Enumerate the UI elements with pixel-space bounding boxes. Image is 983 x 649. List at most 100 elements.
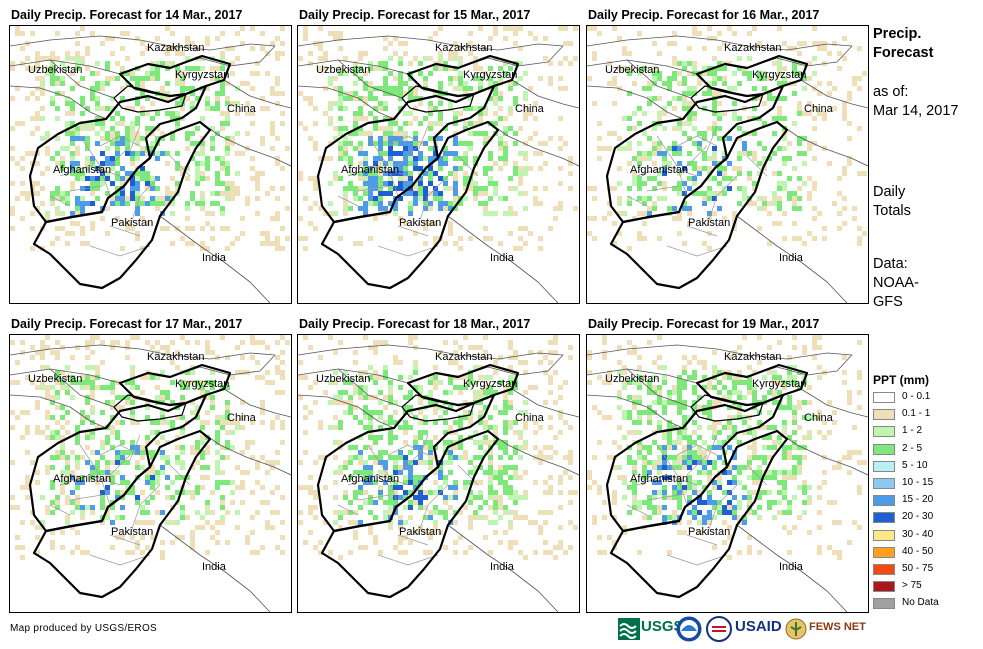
country-label-uzbekistan: Uzbekistan bbox=[28, 373, 83, 385]
legend-label: 0 - 0.1 bbox=[902, 391, 931, 402]
legend-swatch bbox=[873, 512, 895, 524]
country-label-uzbekistan: Uzbekistan bbox=[316, 64, 371, 76]
country-label-kyrgyzstan: Kyrgyzstan bbox=[752, 378, 807, 390]
country-label-afghanistan: Afghanistan bbox=[630, 473, 689, 485]
country-label-pakistan: Pakistan bbox=[688, 526, 731, 538]
precip-map-graphic bbox=[587, 335, 868, 612]
country-label-kazakhstan: Kazakhstan bbox=[147, 42, 205, 54]
precip-map-graphic bbox=[10, 335, 291, 612]
legend-swatch bbox=[873, 529, 895, 541]
forecast-panel: Daily Precip. Forecast for 19 Mar., 2017… bbox=[586, 317, 871, 617]
legend-swatch bbox=[873, 392, 895, 403]
precip-map: Kazakhstan Uzbekistan Kyrgyzstan China Afgha… bbox=[586, 25, 869, 304]
country-label-india: India bbox=[490, 561, 514, 573]
legend-label: 10 - 15 bbox=[902, 477, 934, 488]
panel-title: Daily Precip. Forecast for 14 Mar., 2017 bbox=[11, 8, 243, 22]
country-label-kazakhstan: Kazakhstan bbox=[435, 351, 493, 363]
legend-title: PPT (mm) bbox=[873, 373, 930, 387]
country-label-pakistan: Pakistan bbox=[688, 217, 731, 229]
legend-swatch bbox=[873, 443, 895, 455]
side-data-line3: GFS bbox=[873, 294, 903, 310]
country-label-afghanistan: Afghanistan bbox=[53, 473, 112, 485]
panel-title: Daily Precip. Forecast for 19 Mar., 2017 bbox=[588, 317, 820, 331]
country-label-afghanistan: Afghanistan bbox=[341, 473, 400, 485]
usaid-seal-icon bbox=[706, 616, 732, 642]
country-label-china: China bbox=[804, 103, 833, 115]
forecast-panel: Daily Precip. Forecast for 15 Mar., 2017… bbox=[297, 8, 582, 308]
legend-label: 50 - 75 bbox=[902, 563, 934, 574]
country-label-uzbekistan: Uzbekistan bbox=[316, 373, 371, 385]
precip-map: Kazakhstan Uzbekistan Kyrgyzstan China Afgha… bbox=[9, 25, 292, 304]
side-data-line1: Data: bbox=[873, 256, 908, 272]
usgs-logo: USGS bbox=[618, 616, 684, 642]
legend-label: > 75 bbox=[902, 580, 922, 592]
side-title-line1: Precip. bbox=[873, 26, 922, 42]
country-label-india: India bbox=[202, 252, 226, 264]
legend-swatch bbox=[873, 598, 895, 610]
country-label-kyrgyzstan: Kyrgyzstan bbox=[175, 378, 230, 390]
noaa-logo-icon bbox=[676, 616, 702, 642]
legend-swatch bbox=[873, 426, 895, 438]
legend-label: 2 - 5 bbox=[902, 442, 923, 454]
legend-label: 40 - 50 bbox=[902, 545, 934, 557]
legend-label: 20 - 30 bbox=[902, 511, 934, 523]
panel-title: Daily Precip. Forecast for 16 Mar., 2017 bbox=[588, 8, 820, 22]
country-label-pakistan: Pakistan bbox=[111, 526, 154, 538]
country-label-china: China bbox=[804, 412, 833, 424]
side-daily-line1: Daily bbox=[873, 184, 906, 200]
forecast-panel: Daily Precip. Forecast for 16 Mar., 2017… bbox=[586, 8, 871, 308]
country-label-uzbekistan: Uzbekistan bbox=[28, 64, 83, 76]
legend-swatch bbox=[873, 581, 895, 593]
country-label-kazakhstan: Kazakhstan bbox=[724, 351, 782, 363]
country-label-pakistan: Pakistan bbox=[111, 217, 154, 229]
legend-swatch bbox=[873, 478, 895, 489]
precip-map: Kazakhstan Uzbekistan Kyrgyzstan China Afgha… bbox=[297, 25, 580, 304]
credit-text: Map produced by USGS/EROS bbox=[10, 623, 158, 634]
precip-map: Kazakhstan Uzbekistan Kyrgyzstan China Afgha… bbox=[297, 334, 580, 613]
country-label-kyrgyzstan: Kyrgyzstan bbox=[175, 69, 230, 81]
forecast-panel: Daily Precip. Forecast for 18 Mar., 2017… bbox=[297, 317, 582, 617]
country-label-china: China bbox=[227, 412, 256, 424]
country-label-india: India bbox=[779, 252, 803, 264]
precip-map-graphic bbox=[298, 335, 579, 612]
country-label-china: China bbox=[515, 412, 544, 424]
legend-label: 30 - 40 bbox=[902, 528, 934, 540]
fewsnet-logo: FEWS NET bbox=[785, 616, 866, 642]
forecast-panel: Daily Precip. Forecast for 17 Mar., 2017… bbox=[9, 317, 294, 617]
country-label-pakistan: Pakistan bbox=[399, 217, 442, 229]
country-label-india: India bbox=[779, 561, 803, 573]
precip-map: Kazakhstan Uzbekistan Kyrgyzstan China Afgha… bbox=[9, 334, 292, 613]
country-label-india: India bbox=[490, 252, 514, 264]
side-asof-line2: Mar 14, 2017 bbox=[873, 103, 959, 119]
legend-label: 15 - 20 bbox=[902, 494, 934, 506]
legend-swatch bbox=[873, 564, 895, 575]
forecast-panel: Daily Precip. Forecast for 14 Mar., 2017… bbox=[9, 8, 294, 308]
country-label-afghanistan: Afghanistan bbox=[630, 164, 689, 176]
usaid-logo: USAID bbox=[735, 618, 782, 635]
legend-label: 5 - 10 bbox=[902, 459, 928, 471]
side-daily-line2: Totals bbox=[873, 203, 911, 219]
legend-label: No Data bbox=[902, 597, 939, 609]
country-label-china: China bbox=[227, 103, 256, 115]
country-label-afghanistan: Afghanistan bbox=[341, 164, 400, 176]
legend-swatch bbox=[873, 460, 895, 472]
precip-map-graphic bbox=[298, 26, 579, 303]
country-label-afghanistan: Afghanistan bbox=[53, 164, 112, 176]
legend-swatch bbox=[873, 546, 895, 558]
precip-map-graphic bbox=[10, 26, 291, 303]
country-label-kazakhstan: Kazakhstan bbox=[147, 351, 205, 363]
legend-swatch bbox=[873, 495, 895, 507]
panel-title: Daily Precip. Forecast for 18 Mar., 2017 bbox=[299, 317, 531, 331]
country-label-kyrgyzstan: Kyrgyzstan bbox=[752, 69, 807, 81]
country-label-kazakhstan: Kazakhstan bbox=[435, 42, 493, 54]
country-label-kyrgyzstan: Kyrgyzstan bbox=[463, 378, 518, 390]
panel-title: Daily Precip. Forecast for 15 Mar., 2017 bbox=[299, 8, 531, 22]
precip-map-graphic bbox=[587, 26, 868, 303]
country-label-uzbekistan: Uzbekistan bbox=[605, 64, 660, 76]
country-label-kyrgyzstan: Kyrgyzstan bbox=[463, 69, 518, 81]
legend-label: 0.1 - 1 bbox=[902, 408, 931, 420]
country-label-uzbekistan: Uzbekistan bbox=[605, 373, 660, 385]
side-data-line2: NOAA- bbox=[873, 275, 919, 291]
panel-title: Daily Precip. Forecast for 17 Mar., 2017 bbox=[11, 317, 243, 331]
precip-map: Kazakhstan Uzbekistan Kyrgyzstan China Afgha… bbox=[586, 334, 869, 613]
